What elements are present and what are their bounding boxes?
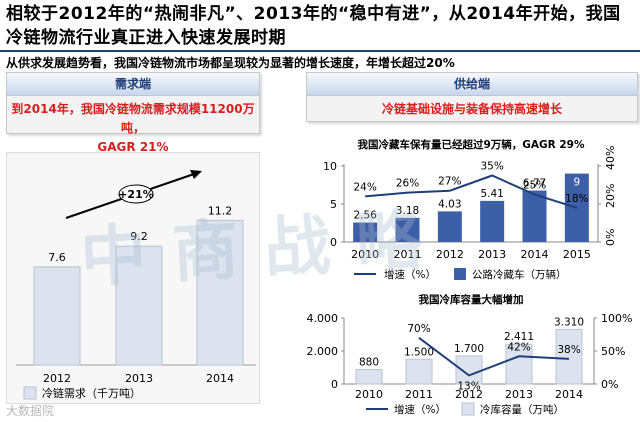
line-label: 18%	[565, 193, 588, 205]
line-label: 13%	[457, 380, 480, 392]
growth-badge	[118, 184, 154, 204]
y-tick-label-right: 0%	[604, 229, 617, 246]
bar-cold-storage-2011	[405, 358, 433, 385]
demand-panel-line1: 到2014年，我国冷链物流需求规模11200万吨，	[11, 102, 255, 135]
bar-label: 9	[573, 177, 580, 189]
line-label: 27%	[438, 176, 461, 188]
bar-truck-2014	[522, 190, 547, 242]
growth-badge-text: +21%	[118, 188, 154, 201]
legend-label-demand: 冷链需求（千万吨）	[42, 386, 141, 400]
bar-label: 2.56	[353, 210, 377, 222]
bar-demand-2014	[196, 219, 244, 366]
y-tick-label-right: 100%	[601, 312, 632, 325]
bar-truck-2011	[395, 217, 420, 242]
y-tick-label-left: 0	[330, 236, 337, 249]
line-label: 25%	[523, 180, 546, 192]
x-tick-label: 2010	[351, 248, 379, 261]
supply-panel: 供给端 冷链基础设施与装备保持高速增长	[306, 72, 638, 122]
x-tick-label: 2013	[505, 388, 533, 401]
bar-label: 11.2	[208, 204, 233, 217]
title-divider	[0, 50, 640, 52]
x-tick-label: 2014	[555, 388, 583, 401]
refrigerated-truck-chart: 我国冷藏车保有量已经超过9万辆，GAGR 29% 0 5 10 0% 20% 40% 2.56…	[323, 138, 617, 281]
bar-demand-2012	[33, 266, 81, 366]
x-tick-label: 2014	[521, 248, 549, 261]
legend-swatch-cold-storage	[461, 402, 475, 416]
demand-bar-chart: 7.6 2012 9.2 2013 11.2 2014 +21% 冷链需求（千万吨）	[16, 170, 256, 400]
line-label: 35%	[480, 161, 503, 173]
growth-line	[418, 337, 570, 377]
source-logo: 大数据院	[6, 404, 55, 418]
legend-label-trucks: 公路冷藏车（万辆）	[472, 268, 567, 281]
page-subtitle: 从供求发展趋势看，我国冷链物流市场都呈现较为显著的增长速度，年增长超过20%	[6, 56, 455, 70]
x-tick-label: 2015	[563, 248, 591, 261]
chart-title: 我国冷藏车保有量已经超过9万辆，GAGR 29%	[357, 138, 585, 151]
y-tick-label-right: 50%	[601, 345, 625, 358]
demand-panel-header: 需求端	[7, 73, 259, 96]
cold-storage-chart: 我国冷库容量大幅增加 0 2.000 4.000 0% 50% 100% 880 2010 1.5…	[307, 293, 633, 416]
bar-cold-storage-2010	[355, 368, 383, 385]
bar-cold-storage-2014	[555, 328, 583, 385]
line-label: 38%	[557, 344, 580, 356]
page-title: 相较于2012年的“热闹非凡”、2013年的“稳中有进”，从2014年开始，我国…	[6, 4, 621, 48]
x-tick-label: 2011	[394, 248, 422, 261]
supply-panel-line1: 冷链基础设施与装备保持高速增长	[381, 102, 562, 116]
bar-label: 1.500	[404, 346, 434, 358]
bar-label: 1.700	[454, 343, 484, 355]
demand-panel-line2: GAGR 21%	[97, 140, 169, 154]
growth-line	[365, 174, 578, 209]
bar-cold-storage-2013	[505, 343, 533, 385]
legend-swatch-trucks	[454, 268, 466, 280]
legend-label-growth: 增速（%）	[384, 268, 436, 281]
bar-truck-2015	[564, 173, 589, 242]
x-tick-label: 2013	[478, 248, 506, 261]
bar-demand-2013	[115, 245, 163, 366]
bar-label: 3.18	[396, 205, 419, 217]
legend-swatch-demand	[23, 386, 37, 400]
y-tick-label-left: 10	[323, 160, 337, 173]
bar-label: 4.03	[438, 198, 461, 210]
bar-label: 6.77	[523, 178, 546, 190]
trend-arrow-head	[190, 170, 202, 179]
y-tick-label-right: 40%	[604, 146, 617, 170]
chart-title: 我国冷库容量大幅增加	[419, 293, 524, 306]
x-tick-label: 2013	[125, 372, 153, 385]
x-tick-label: 2012	[436, 248, 464, 261]
y-tick-label-right: 0%	[601, 378, 618, 391]
y-tick-label-left: 2.000	[307, 345, 339, 358]
x-tick-label: 2010	[355, 388, 383, 401]
line-label: 42%	[507, 341, 530, 353]
line-label: 70%	[407, 323, 430, 335]
line-label: 26%	[396, 178, 419, 190]
supply-panel-header: 供给端	[307, 73, 637, 96]
y-tick-label-left: 4.000	[307, 312, 339, 325]
x-tick-label: 2014	[206, 372, 234, 385]
y-tick-label-left: 0	[331, 378, 338, 391]
line-label: 24%	[353, 181, 376, 193]
bar-truck-2010	[353, 222, 378, 242]
y-tick-label-right: 20%	[604, 184, 617, 208]
x-tick-label: 2012	[43, 372, 71, 385]
bar-label: 9.2	[130, 230, 148, 243]
x-tick-label: 2012	[455, 388, 483, 401]
x-tick-label: 2011	[405, 388, 433, 401]
y-tick-label-left: 5	[330, 198, 337, 211]
bar-truck-2013	[480, 200, 505, 242]
bar-label: 3.310	[554, 316, 584, 328]
legend-label-cold-storage: 冷库容量（万吨）	[480, 403, 564, 416]
bar-label: 5.41	[480, 188, 503, 200]
legend-label-growth: 增速（%）	[394, 403, 446, 416]
bar-label: 880	[359, 356, 379, 368]
demand-panel: 需求端 到2014年，我国冷链物流需求规模11200万吨， GAGR 21%	[6, 72, 260, 154]
bar-truck-2012	[437, 211, 462, 242]
bar-label: 7.6	[48, 251, 66, 264]
bar-label: 2.411	[504, 331, 534, 343]
